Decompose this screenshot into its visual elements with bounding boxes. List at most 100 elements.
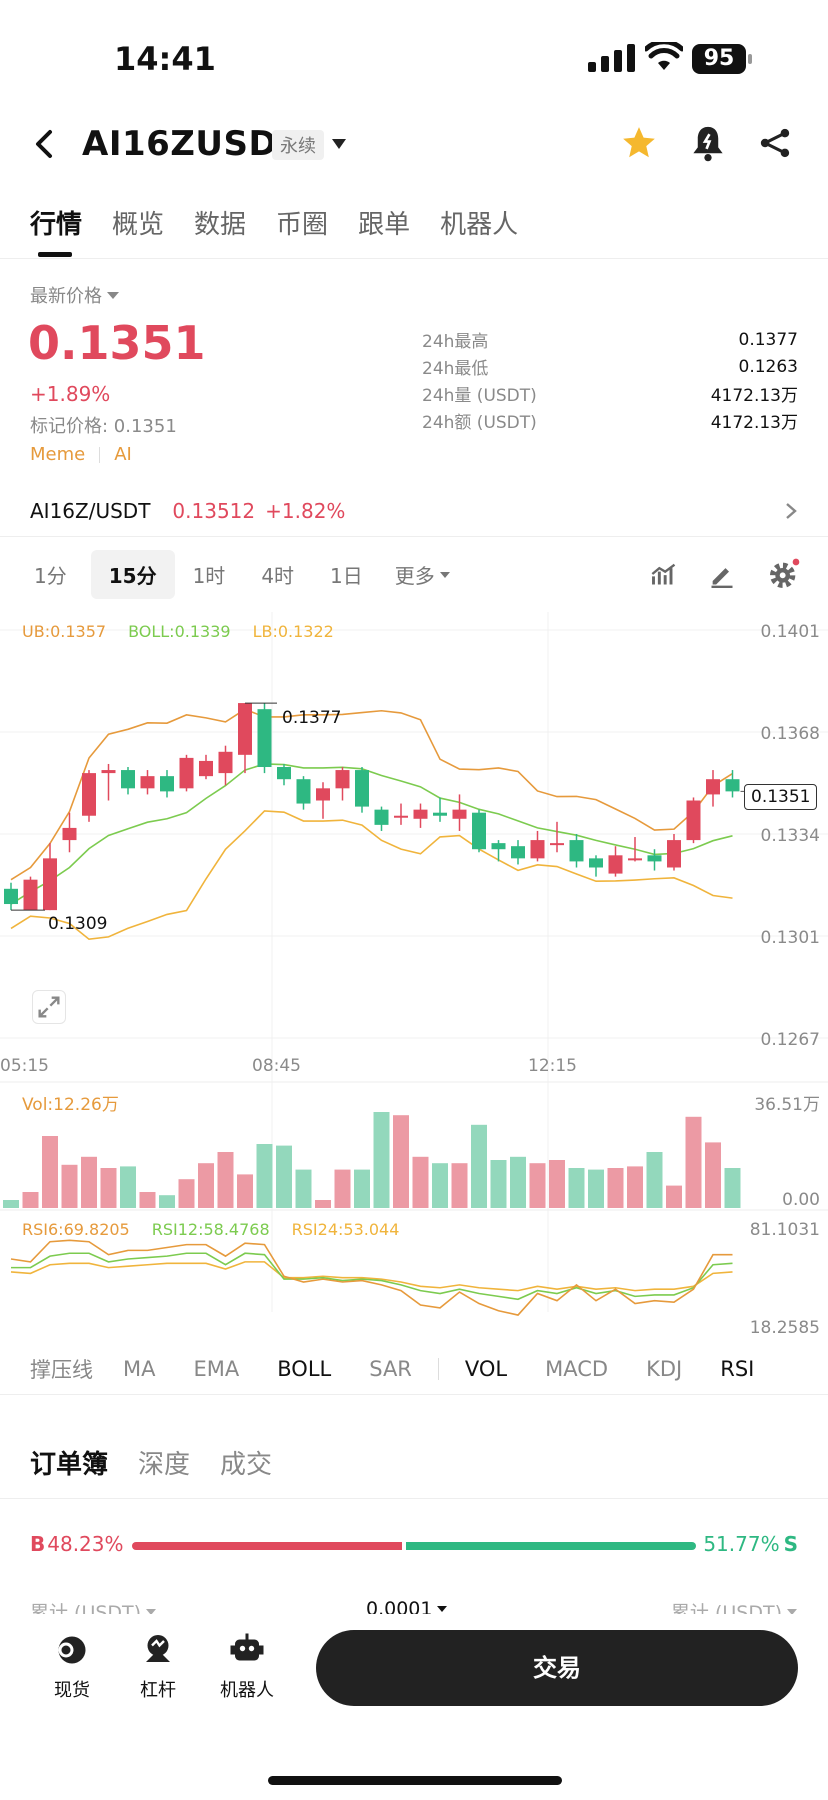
tag-meme[interactable]: Meme: [30, 444, 86, 465]
volume-bar: [471, 1124, 487, 1208]
bottom-nav-robot[interactable]: 机器人: [212, 1632, 282, 1702]
caret-down-icon: [439, 571, 450, 578]
rsi-min: 18.2585: [749, 1318, 820, 1338]
tab-orderbook[interactable]: 订单簿: [30, 1450, 109, 1480]
tag-ai[interactable]: AI: [114, 444, 132, 465]
indicator-sar[interactable]: SAR: [369, 1357, 412, 1381]
volume-bar: [42, 1136, 58, 1208]
candle-body: [62, 827, 77, 841]
candle-body: [121, 770, 135, 789]
volume-bar: [393, 1115, 409, 1208]
spot-pair-row[interactable]: AI16Z/USDT 0.13512 +1.82%: [0, 488, 828, 534]
stat-value: 0.1377: [738, 329, 798, 350]
tab-bots[interactable]: 机器人: [440, 210, 519, 240]
tab-trades[interactable]: 成交: [220, 1450, 273, 1480]
chevron-left-icon: [36, 130, 52, 158]
indicator-boll[interactable]: BOLL: [277, 1357, 332, 1381]
interval-15m[interactable]: 15分: [90, 550, 175, 599]
bottom-nav-margin[interactable]: 杠杆: [130, 1632, 186, 1702]
time-tick-1: 08:45: [252, 1056, 301, 1076]
trade-button[interactable]: 交易: [316, 1630, 798, 1706]
volume-bar: [81, 1156, 97, 1208]
rsi-max: 81.1031: [749, 1220, 820, 1240]
stat-label: 24h最低: [422, 359, 489, 379]
symbol-dropdown-icon[interactable]: [330, 136, 348, 155]
page-tabs: 行情 概览 数据 币圈 跟单 机器人: [30, 204, 518, 241]
volume-bar: [705, 1142, 721, 1208]
signal-icon: [588, 44, 638, 76]
price-tick-4: 0.1267: [760, 1030, 820, 1050]
indicator-macd[interactable]: MACD: [545, 1357, 609, 1381]
volume-bar: [510, 1156, 526, 1208]
volume-min: 0.00: [782, 1190, 820, 1210]
spot-pair-change: +1.82%: [265, 499, 346, 523]
indicator-ema[interactable]: EMA: [193, 1357, 240, 1381]
tab-quotes[interactable]: 行情: [30, 210, 83, 240]
candle-body: [199, 760, 213, 777]
share-icon[interactable]: [758, 126, 792, 164]
bottom-nav-spot[interactable]: 现货: [44, 1632, 100, 1702]
price-label[interactable]: 最新价格: [30, 282, 120, 308]
candle-body: [218, 751, 233, 774]
volume-label: Vol:12.26万: [22, 1095, 119, 1115]
favorite-star-icon[interactable]: [620, 124, 658, 166]
volume-bar: [198, 1163, 214, 1208]
candle-body: [589, 858, 603, 868]
spot-pair-price: 0.13512: [172, 499, 256, 523]
indicator-ma[interactable]: MA: [123, 1357, 156, 1381]
interval-1d[interactable]: 1日: [330, 564, 363, 588]
volume-bar: [3, 1200, 19, 1208]
indicator-kdj[interactable]: KDJ: [646, 1357, 683, 1381]
candle-body: [511, 846, 525, 859]
indicator-settings-icon[interactable]: [650, 560, 678, 592]
interval-1h[interactable]: 1时: [192, 564, 226, 588]
current-price-tag: 0.1351: [744, 784, 818, 810]
bottom-nav-spot-label: 现货: [54, 1680, 90, 1701]
rsi6-label: RSI6:69.8205: [22, 1220, 130, 1239]
tab-overview[interactable]: 概览: [112, 210, 165, 240]
candle-body: [160, 776, 174, 792]
back-button[interactable]: [28, 124, 58, 164]
indicator-rsi[interactable]: RSI: [720, 1357, 755, 1381]
sell-ratio-fill: [406, 1542, 696, 1550]
candle-body: [628, 858, 642, 861]
margin-icon: [146, 1635, 170, 1662]
indicator-vol[interactable]: VOL: [464, 1357, 508, 1381]
tab-depth[interactable]: 深度: [138, 1450, 191, 1480]
interval-1m[interactable]: 1分: [34, 564, 67, 588]
volume-bar: [373, 1112, 390, 1208]
tab-data[interactable]: 数据: [194, 210, 247, 240]
symbol-title[interactable]: AI16ZUSDT: [82, 124, 301, 164]
price-label-text: 最新价格: [30, 286, 102, 307]
kline-chart[interactable]: [0, 612, 828, 1342]
interval-more[interactable]: 更多: [381, 550, 465, 599]
buy-sell-ratio-bar: [132, 1542, 696, 1550]
contract-tag: 永续: [272, 130, 324, 160]
candle-body: [82, 773, 96, 816]
candle-body: [686, 800, 701, 841]
price-alert-bell-icon[interactable]: [690, 124, 726, 166]
interval-4h[interactable]: 4时: [261, 564, 295, 588]
candle-body: [43, 858, 57, 911]
price-tick-1: 0.1368: [760, 724, 820, 744]
chart-settings-gear-icon[interactable]: [768, 558, 800, 594]
volume-bar: [490, 1160, 507, 1208]
volume-bar: [354, 1169, 370, 1208]
time-tick-2: 12:15: [528, 1056, 577, 1076]
candle-body: [472, 812, 486, 850]
caret-down-icon: [437, 1606, 448, 1612]
fullscreen-icon[interactable]: [32, 990, 66, 1024]
buy-pct: 48.23%: [47, 1532, 124, 1556]
stat-value: 4172.13万: [710, 413, 798, 433]
bottom-nav-robot-label: 机器人: [220, 1680, 274, 1701]
boll-lower-line: [10, 810, 733, 941]
tab-copy-trading[interactable]: 跟单: [358, 210, 411, 240]
boll-middle-line: [10, 763, 733, 905]
draw-tool-icon[interactable]: [708, 560, 736, 592]
tab-community[interactable]: 币圈: [276, 210, 329, 240]
volume-bar: [568, 1168, 585, 1208]
volume-bar: [451, 1163, 468, 1208]
indicator-support-resistance[interactable]: 撑压线: [30, 1358, 93, 1382]
volume-bar: [61, 1164, 78, 1208]
price-tick-2: 0.1334: [760, 826, 820, 846]
